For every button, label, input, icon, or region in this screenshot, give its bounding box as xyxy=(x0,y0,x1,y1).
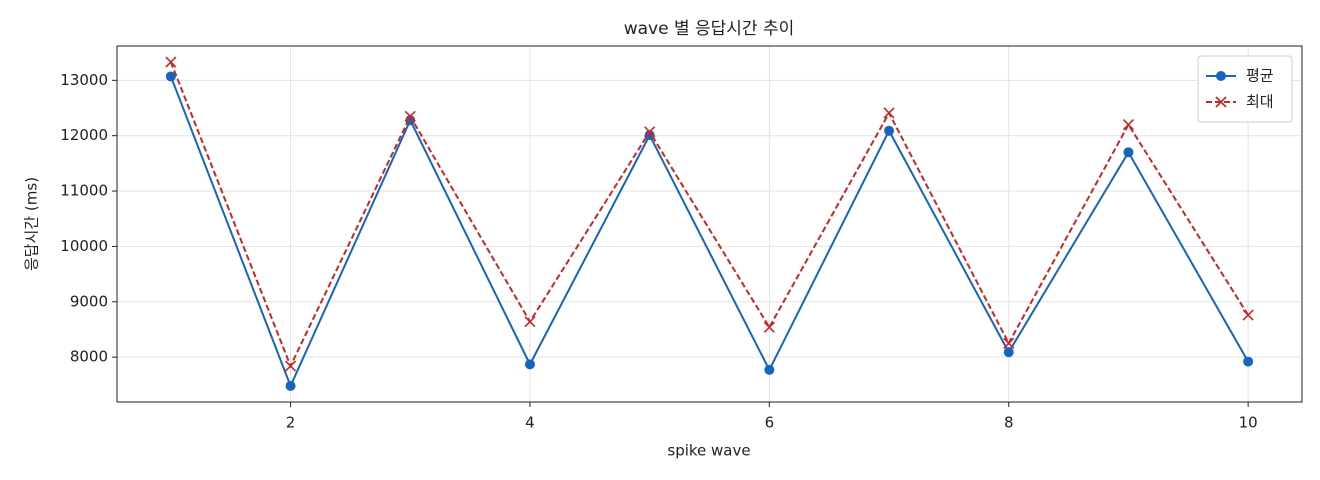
marker xyxy=(1216,71,1226,81)
x-tick-label: 2 xyxy=(286,414,296,432)
marker xyxy=(763,321,775,333)
marker xyxy=(1003,337,1015,349)
marker xyxy=(1123,147,1134,158)
y-tick-label: 11000 xyxy=(60,182,108,200)
legend-box xyxy=(1197,55,1293,123)
marker xyxy=(1242,309,1254,321)
y-tick-label: 12000 xyxy=(60,126,108,144)
marker xyxy=(884,125,895,136)
marker xyxy=(285,380,296,391)
y-tick-label: 9000 xyxy=(70,292,108,310)
x-tick-label: 6 xyxy=(765,414,775,432)
x-tick-label: 4 xyxy=(525,414,535,432)
marker xyxy=(524,316,536,328)
marker xyxy=(644,126,656,138)
legend-label: 최대 xyxy=(1246,93,1274,111)
plot-frame xyxy=(116,45,1303,403)
y-tick-label: 8000 xyxy=(70,348,108,366)
marker xyxy=(284,360,297,372)
y-tick-label: 10000 xyxy=(60,237,108,255)
marker xyxy=(165,56,177,68)
x-tick-label: 10 xyxy=(1239,414,1258,432)
marker xyxy=(1003,347,1014,358)
x-tick-label: 8 xyxy=(1004,414,1014,432)
marker xyxy=(1122,119,1135,131)
marker xyxy=(524,359,535,370)
marker xyxy=(764,364,775,375)
chart-title: wave 별 응답시간 추이 xyxy=(624,19,795,39)
marker xyxy=(165,71,176,82)
marker xyxy=(883,107,895,119)
marker xyxy=(1243,356,1254,367)
y-tick-label: 13000 xyxy=(60,71,108,89)
series-line xyxy=(169,61,1249,369)
x-axis-label: spike wave xyxy=(667,442,750,460)
legend-label: 평균 xyxy=(1246,67,1274,85)
marker xyxy=(404,110,416,122)
series-line xyxy=(169,76,1250,389)
y-axis-label: 응답시간 (ms) xyxy=(23,177,41,271)
marker xyxy=(1215,96,1227,108)
